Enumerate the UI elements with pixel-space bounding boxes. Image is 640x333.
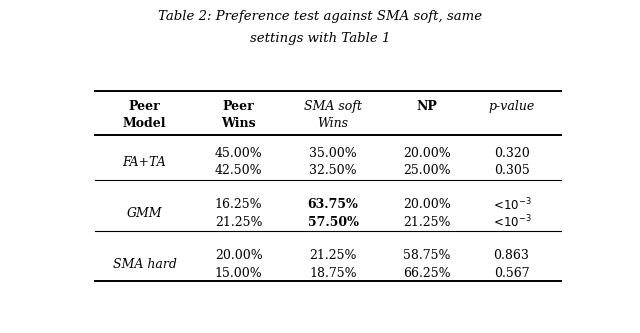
Text: 35.00%: 35.00% bbox=[309, 147, 357, 160]
Text: Peer: Peer bbox=[223, 100, 255, 113]
Text: Model: Model bbox=[123, 117, 166, 130]
Text: 21.25%: 21.25% bbox=[309, 249, 356, 262]
Text: FA+TA: FA+TA bbox=[123, 156, 166, 168]
Text: NP: NP bbox=[417, 100, 438, 113]
Text: 63.75%: 63.75% bbox=[308, 198, 358, 211]
Text: Peer: Peer bbox=[129, 100, 161, 113]
Text: 20.00%: 20.00% bbox=[403, 147, 451, 160]
Text: 32.50%: 32.50% bbox=[309, 164, 356, 177]
Text: 42.50%: 42.50% bbox=[215, 164, 262, 177]
Text: 15.00%: 15.00% bbox=[215, 267, 262, 280]
Text: 45.00%: 45.00% bbox=[215, 147, 262, 160]
Text: Wins: Wins bbox=[221, 117, 256, 130]
Text: 57.50%: 57.50% bbox=[308, 215, 358, 228]
Text: Wins: Wins bbox=[317, 117, 348, 130]
Text: p-value: p-value bbox=[488, 100, 534, 113]
Text: 58.75%: 58.75% bbox=[403, 249, 451, 262]
Text: 21.25%: 21.25% bbox=[215, 215, 262, 228]
Text: SMA hard: SMA hard bbox=[113, 258, 177, 271]
Text: 25.00%: 25.00% bbox=[403, 164, 451, 177]
Text: 20.00%: 20.00% bbox=[403, 198, 451, 211]
Text: $<\!10^{-3}$: $<\!10^{-3}$ bbox=[491, 196, 532, 213]
Text: $<\!10^{-3}$: $<\!10^{-3}$ bbox=[491, 214, 532, 230]
Text: 66.25%: 66.25% bbox=[403, 267, 451, 280]
Text: 16.25%: 16.25% bbox=[215, 198, 262, 211]
Text: 0.320: 0.320 bbox=[493, 147, 529, 160]
Text: 0.863: 0.863 bbox=[493, 249, 529, 262]
Text: 0.305: 0.305 bbox=[493, 164, 529, 177]
Text: 18.75%: 18.75% bbox=[309, 267, 356, 280]
Text: Table 2: Preference test against SMA soft, same: Table 2: Preference test against SMA sof… bbox=[158, 10, 482, 23]
Text: 21.25%: 21.25% bbox=[403, 215, 451, 228]
Text: 20.00%: 20.00% bbox=[215, 249, 262, 262]
Text: 0.567: 0.567 bbox=[493, 267, 529, 280]
Text: GMM: GMM bbox=[127, 207, 162, 220]
Text: SMA soft: SMA soft bbox=[304, 100, 362, 113]
Text: settings with Table 1: settings with Table 1 bbox=[250, 32, 390, 45]
